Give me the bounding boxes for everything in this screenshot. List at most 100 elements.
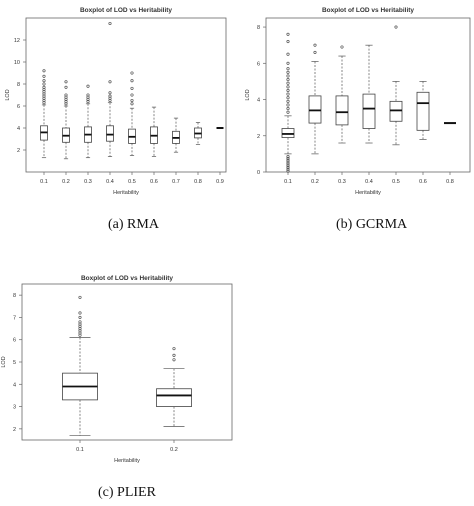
rma-outlier-point: [42, 74, 46, 78]
gcrma-outlier-point: [394, 25, 398, 29]
gcrma-outlier-point: [286, 88, 290, 93]
rma-outlier-point: [108, 21, 112, 26]
gcrma-box: [416, 91, 430, 131]
gcrma-outlier-point: [286, 107, 290, 111]
rma-outlier-point: [108, 94, 112, 98]
rma-outlier-point: [42, 82, 46, 86]
rma-outlier-point: [130, 98, 134, 103]
plier-y-tick-label: 6: [13, 338, 16, 344]
rma-y-tick-label: 4: [17, 126, 20, 132]
rma-x-tick-label: 0.5: [128, 179, 136, 185]
plier-box: [156, 388, 192, 407]
gcrma-outlier-point: [286, 74, 290, 78]
gcrma-outlier-point: [286, 167, 290, 171]
rma-x-tick-label: 0.7: [172, 179, 180, 185]
plier-outlier-point: [172, 353, 176, 357]
rma-outlier-point: [108, 91, 112, 95]
plier-outlier-point: [172, 358, 176, 362]
rma-outlier-point: [64, 93, 68, 97]
gcrma-outlier-point: [286, 103, 290, 107]
gcrma-box: [362, 93, 376, 129]
plier-outlier-point: [172, 347, 176, 351]
gcrma-outlier-point: [313, 43, 317, 47]
gcrma-outlier-point: [286, 158, 290, 162]
rma-x-tick-label: 0.9: [216, 179, 224, 185]
caption-plier: (c) PLIER: [98, 485, 156, 500]
gcrma-outlier-point: [286, 70, 290, 74]
rma-x-tick-label: 0.4: [106, 179, 114, 185]
plier-x-tick-label: 0.2: [170, 447, 178, 453]
rma-outlier-point: [130, 86, 134, 90]
gcrma-outlier-point: [286, 92, 290, 96]
gcrma-box: [281, 128, 295, 138]
rma-chart-title: Boxplot of LOD vs Heritability: [80, 7, 172, 14]
rma-y-tick-label: 8: [17, 82, 20, 88]
gcrma-outlier-point: [286, 160, 290, 164]
rma-outlier-point: [108, 80, 112, 84]
rma-outlier-point: [86, 93, 90, 97]
plier-outlier-point: [78, 311, 82, 315]
gcrma-x-tick-label: 0.2: [311, 179, 319, 185]
gcrma-outlier-point: [286, 110, 290, 114]
rma-outlier-point: [42, 79, 46, 83]
rma-y-tick-label: 2: [17, 148, 20, 154]
rma-x-tick-label: 0.8: [194, 179, 202, 185]
gcrma-outlier-point: [286, 67, 290, 71]
rma-outlier-point: [42, 85, 46, 89]
plier-outlier-point: [78, 320, 82, 324]
plier-x-tick-label: 0.1: [76, 447, 84, 453]
rma-y-tick-label: 6: [17, 104, 20, 110]
gcrma-x-axis-label: Heritability: [355, 190, 381, 196]
caption-rma: (a) RMA: [108, 217, 159, 232]
gcrma-x-tick-label: 0.8: [446, 179, 454, 185]
gcrma-outlier-point: [286, 169, 290, 173]
rma-outlier-point: [64, 85, 68, 89]
gcrma-x-tick-label: 0.5: [392, 179, 400, 185]
gcrma-outlier-point: [286, 40, 290, 44]
plier-y-axis-label: LOD: [1, 356, 7, 367]
rma-y-tick-label: 12: [14, 38, 20, 44]
gcrma-outlier-point: [286, 156, 290, 160]
gcrma-y-tick-label: 8: [257, 25, 260, 31]
rma-y-axis-label: LOD: [5, 89, 11, 100]
gcrma-chart-title: Boxplot of LOD vs Heritability: [322, 7, 414, 14]
plier-y-tick-label: 8: [13, 293, 16, 299]
plier-outlier-point: [78, 295, 82, 299]
rma-outlier-point: [130, 71, 134, 75]
gcrma-box: [308, 95, 322, 124]
gcrma-box: [335, 95, 349, 126]
gcrma-x-tick-label: 0.6: [419, 179, 427, 185]
plier-y-tick-label: 7: [13, 315, 16, 321]
gcrma-outlier-point: [286, 164, 290, 168]
gcrma-outlier-point: [340, 45, 344, 49]
gcrma-outlier-point: [286, 99, 290, 103]
plier-y-tick-label: 2: [13, 427, 16, 433]
rma-x-axis-label: Heritability: [113, 190, 139, 196]
plier-x-axis-label: Heritability: [114, 458, 140, 464]
gcrma-outlier-point: [286, 85, 290, 89]
plier-plot-frame: [21, 283, 233, 441]
rma-y-tick-label: 10: [14, 60, 20, 66]
gcrma-outlier-point: [313, 50, 317, 54]
rma-outlier-point: [42, 69, 46, 73]
gcrma-outlier-point: [286, 32, 290, 36]
plier-chart-title: Boxplot of LOD vs Heritability: [81, 275, 173, 282]
gcrma-y-tick-label: 4: [257, 98, 260, 104]
gcrma-outlier-point: [286, 162, 290, 166]
plier-outlier-point: [78, 315, 82, 319]
gcrma-y-axis-label: LOD: [245, 89, 251, 100]
caption-gcrma: (b) GCRMA: [336, 217, 408, 232]
rma-plot-frame: [25, 17, 227, 173]
rma-x-tick-label: 0.2: [62, 179, 70, 185]
rma-x-tick-label: 0.3: [84, 179, 92, 185]
rma-outlier-point: [130, 102, 134, 106]
rma-outlier-point: [130, 79, 134, 83]
plier-y-tick-label: 3: [13, 405, 16, 411]
gcrma-x-tick-label: 0.3: [338, 179, 346, 185]
gcrma-y-tick-label: 2: [257, 134, 260, 140]
gcrma-outlier-point: [286, 165, 290, 170]
gcrma-outlier-point: [286, 96, 290, 100]
rma-x-tick-label: 0.6: [150, 179, 158, 185]
gcrma-y-tick-label: 6: [257, 61, 260, 67]
